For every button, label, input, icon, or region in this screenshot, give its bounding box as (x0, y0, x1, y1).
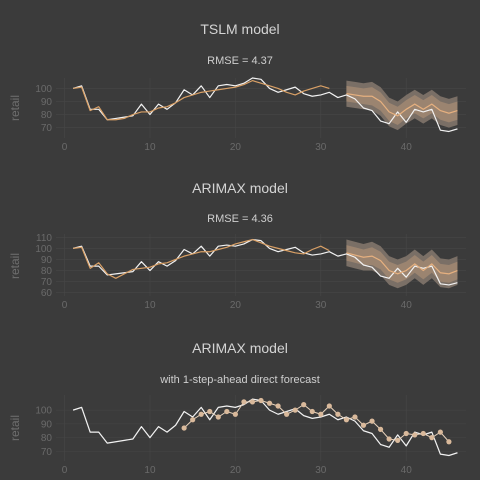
panel-3-forecast-point (412, 432, 418, 438)
panel-1-xtick-label: 0 (62, 142, 68, 153)
panel-2: ARIMAX model RMSE = 4.36 retail 60708090… (8, 180, 466, 311)
panel-3-forecast-point (403, 430, 409, 437)
panel-3-ytick-label: 100 (35, 406, 52, 417)
panel-1-ytick-label: 90 (41, 97, 53, 108)
panel-2-fitted-line (73, 238, 330, 279)
panel-3-forecast-point (266, 400, 273, 406)
panel-2-xtick-label: 20 (230, 300, 242, 311)
panel-2-ytick-label: 70 (41, 277, 53, 288)
panel-3-xtick-label: 20 (230, 465, 242, 476)
panel-3-forecast-point (181, 425, 187, 431)
panel-2-ytick-label: 110 (36, 233, 52, 244)
panel-3-forecast-point (232, 411, 238, 417)
panel-3-forecast-point (249, 399, 256, 405)
panel-3-actual-line (72, 398, 458, 457)
panel-3-xtick-label: 30 (315, 465, 327, 476)
panel-3-forecast-point (301, 402, 307, 408)
panel-2-forecast-band-80 (346, 245, 458, 283)
panel-3: ARIMAX model with 1-step-ahead direct fo… (8, 340, 466, 476)
panel-2-xtick-label: 40 (401, 300, 413, 311)
panel-3-forecast-point (386, 436, 392, 442)
panel-3-forecast-point (198, 411, 204, 417)
panel-1-ytick-label: 70 (41, 123, 53, 134)
panel-2-xtick-label: 0 (62, 300, 68, 311)
panel-3-ytick-label: 70 (41, 447, 53, 458)
panel-1-xtick-label: 40 (401, 142, 413, 153)
panel-2-subtitle: RMSE = 4.36 (207, 213, 273, 225)
panel-1-ytick-label: 100 (35, 84, 52, 95)
panel-1-xtick-label: 30 (315, 142, 327, 153)
panel-3-forecast-point (369, 418, 375, 424)
panel-2-ytick-label: 80 (41, 266, 53, 277)
panel-3-forecast-point (446, 439, 452, 445)
panel-1-fitted-line (72, 80, 330, 121)
panel-2-ytick-label: 90 (41, 255, 53, 266)
panel-3-subtitle: with 1-step-ahead direct forecast (159, 374, 320, 386)
panel-3-forecast-point (190, 417, 196, 423)
panel-2-forecast-mean-line (346, 252, 458, 275)
panel-3-forecast-point (352, 414, 358, 420)
panel-3-forecast-point (420, 430, 426, 437)
panel-3-forecast-point (377, 426, 384, 432)
panel-2-ylabel: retail (8, 253, 22, 279)
panel-3-xtick-label: 40 (401, 465, 413, 476)
panel-3-forecast-point (258, 397, 264, 404)
panel-1-ytick-label: 80 (41, 110, 53, 121)
panel-3-ytick-label: 90 (41, 419, 53, 430)
panel-3-forecast-point (343, 417, 350, 423)
panel-3-forecast-point (429, 435, 435, 441)
panel-2-xtick-label: 10 (144, 300, 156, 311)
panel-3-ylabel: retail (8, 415, 22, 441)
panel-3-forecast-point (395, 437, 401, 443)
panel-3-forecast-point (318, 411, 324, 417)
panel-3-forecast-point (241, 399, 247, 405)
panel-3-forecast-point (292, 407, 298, 413)
panel-3-forecast-point (437, 429, 443, 435)
panel-2-ytick-label: 60 (41, 288, 53, 299)
panel-1-ylabel: retail (8, 95, 22, 121)
panel-2-title: ARIMAX model (192, 180, 288, 196)
panel-3-forecast-point (335, 411, 341, 417)
panel-3-plot: 70 80 90 100 0 10 20 30 40 (35, 395, 466, 476)
panel-3-forecast-point (326, 403, 332, 409)
panel-2-xtick-label: 30 (315, 300, 327, 311)
panel-1: TSLM model RMSE = 4.37 retail 70 80 90 100 0… (8, 21, 466, 153)
panel-3-forecast-point (360, 422, 367, 428)
panel-1-forecast-mean-line (346, 93, 458, 117)
panel-1-plot: 70 80 90 100 0 10 20 30 40 (35, 77, 466, 153)
panel-3-forecast-point (207, 408, 213, 415)
panel-3-forecast-point (284, 411, 290, 417)
panel-3-title: ARIMAX model (192, 340, 288, 356)
panel-1-xtick-label: 20 (230, 142, 242, 153)
panel-3-forecast-point (275, 403, 281, 409)
panel-1-subtitle: RMSE = 4.37 (207, 55, 273, 67)
panel-3-forecast-point (224, 408, 230, 415)
panel-3-xtick-label: 0 (62, 465, 68, 476)
panel-2-ytick-label: 100 (35, 244, 52, 255)
panel-3-forecast-point (309, 408, 315, 415)
panel-1-xtick-label: 10 (144, 142, 156, 153)
panel-3-xtick-label: 10 (144, 465, 156, 476)
panel-1-actual-line (72, 77, 458, 133)
panel-1-title: TSLM model (200, 21, 279, 37)
panel-3-ytick-label: 80 (41, 433, 53, 444)
panel-1-forecast-band-80 (346, 85, 458, 125)
panel-3-forecast-point (215, 414, 221, 420)
